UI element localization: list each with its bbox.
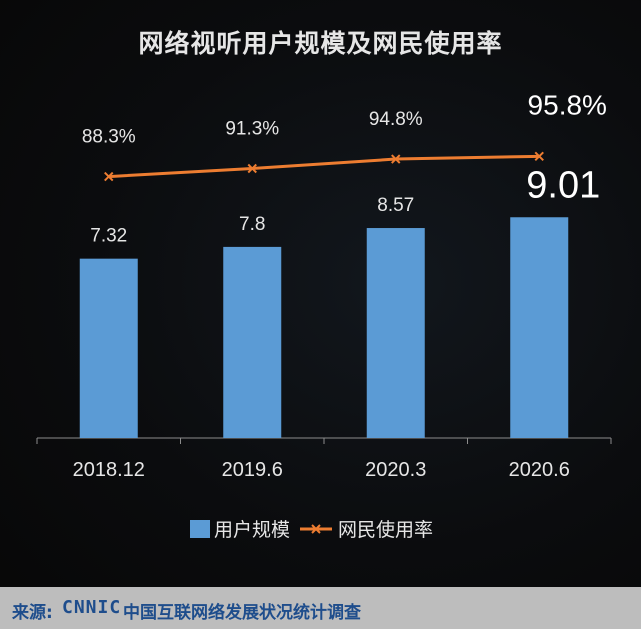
- bar-value-label: 7.8: [239, 214, 265, 235]
- bar-2018.12: [79, 258, 138, 438]
- source-footer: 来源: CNNIC 中国互联网络发展状况统计调查: [0, 587, 641, 629]
- usage-rate-point: [104, 171, 114, 182]
- x-tick-label: 2020.3: [365, 459, 426, 481]
- bar-2020.6: [510, 217, 569, 438]
- usage-rate-label: 88.3%: [82, 127, 136, 148]
- x-tick-label: 2019.6: [222, 459, 283, 481]
- legend-bar-label: 用户规模: [214, 519, 290, 541]
- legend-line-label: 网民使用率: [338, 519, 433, 541]
- chart-title: 网络视听用户规模及网民使用率: [138, 29, 503, 58]
- bar-2020.3: [366, 228, 425, 438]
- x-tick-label: 2020.6: [509, 459, 570, 481]
- usage-rate-label: 94.8%: [369, 109, 423, 130]
- usage-rate-point: [534, 151, 544, 162]
- bar-value-label: 8.57: [377, 195, 414, 216]
- usage-rate-label: 91.3%: [225, 118, 279, 139]
- chart-canvas: 7.32 7.8 8.57 9.01 88.3% 91.3% 94.8% 95.8% 2018.…: [36, 89, 612, 541]
- source-label: 来源:: [12, 603, 53, 623]
- usage-rate-line: [108, 154, 540, 179]
- usage-rate-point: [247, 163, 257, 174]
- bar-2019.6: [223, 246, 282, 438]
- x-tick-label: 2018.12: [73, 459, 145, 481]
- legend-bar-swatch: [190, 520, 210, 538]
- legend-line-marker: [311, 524, 321, 534]
- usage-rate-label: 95.8%: [528, 89, 607, 120]
- bar-value-label: 7.32: [90, 226, 127, 247]
- usage-rate-point: [391, 154, 401, 164]
- bar-value-label: 9.01: [526, 164, 600, 206]
- source-org: CNNIC: [62, 597, 122, 618]
- source-text: 中国互联网络发展状况统计调查: [123, 603, 361, 623]
